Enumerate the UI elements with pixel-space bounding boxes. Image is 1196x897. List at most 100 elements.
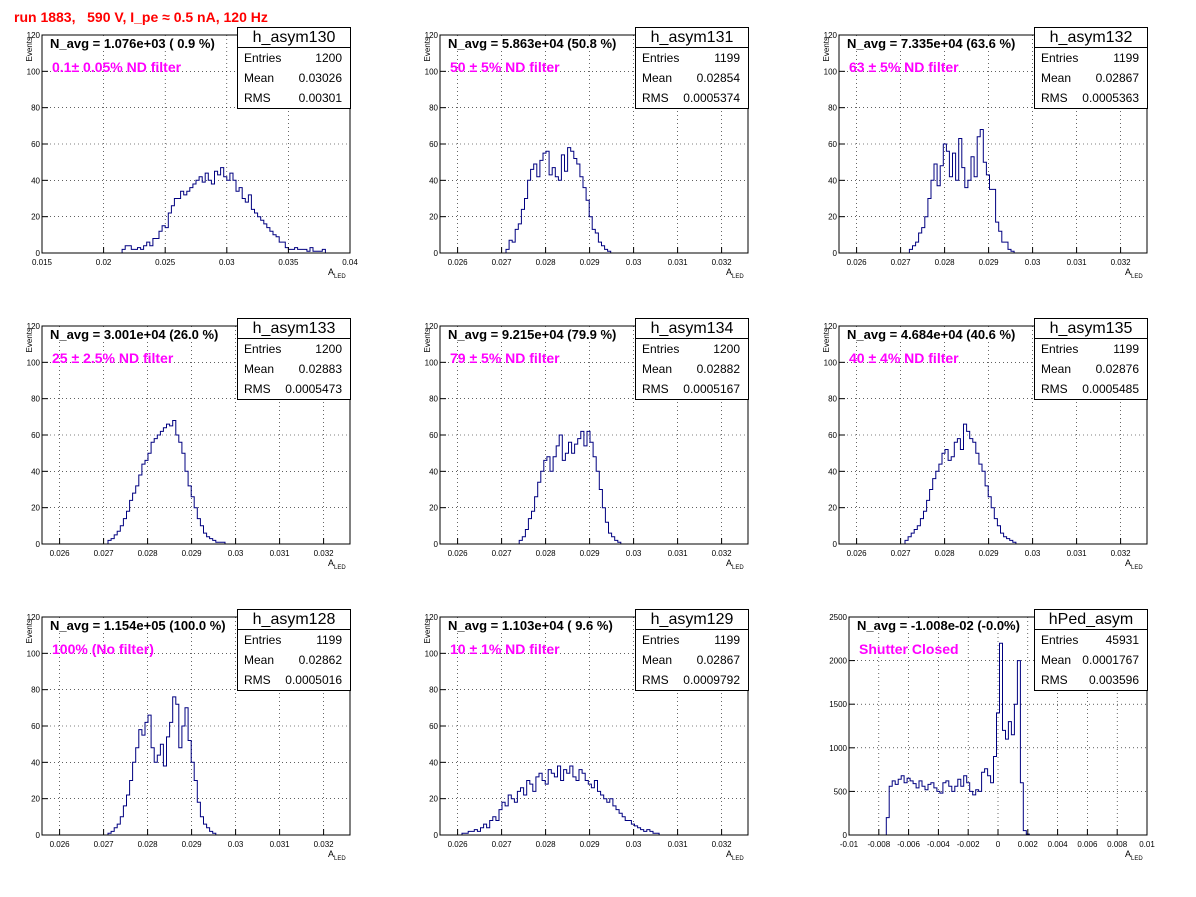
x-axis-label-sub: LED (732, 274, 744, 280)
stats-box: h_asym135 Entries 1199 Mean 0.02876 RMS 0.0005… (1034, 318, 1148, 400)
stats-row-rms: RMS 0.003596 (1035, 670, 1147, 690)
x-tick-label: 0.02 (96, 258, 112, 267)
stats-value-rms: 0.003596 (1088, 673, 1139, 687)
histogram-panel-h_asym128: 0.026 0.027 0.028 0.029 0.03 0.031 0.032 0 20 40 6… (0, 607, 398, 897)
y-tick-label: 40 (828, 467, 837, 476)
page-title: run 1883, 590 V, I_pe ≈ 0.5 nA, 120 Hz (14, 9, 268, 25)
stats-value-rms: 0.0005363 (1082, 91, 1139, 105)
y-tick-label: 40 (31, 176, 40, 185)
stats-row-rms: RMS 0.0005473 (238, 379, 350, 399)
x-axis-label-sub: LED (1131, 565, 1143, 571)
y-tick-label: 100 (425, 649, 439, 658)
x-tick-label: 0.03 (228, 549, 244, 558)
x-tick-label: 0.032 (314, 549, 335, 558)
filter-note: 100% (No filter) (52, 641, 154, 657)
stats-value-entries: 1200 (315, 342, 342, 356)
x-axis-label: ALED (726, 267, 744, 280)
y-tick-label: 120 (425, 31, 439, 40)
stats-histogram-name: h_asym129 (636, 610, 748, 630)
stats-row-mean: Mean 0.02883 (238, 359, 350, 379)
stats-box: h_asym131 Entries 1199 Mean 0.02854 RMS 0.0005… (635, 27, 749, 109)
stats-row-mean: Mean 0.02882 (636, 359, 748, 379)
x-axis-label-main: A (726, 558, 732, 568)
x-axis-label: ALED (726, 558, 744, 571)
histogram-series (885, 642, 1030, 835)
x-tick-label: 0.026 (847, 258, 868, 267)
histogram-panel-h_asym135: 0.026 0.027 0.028 0.029 0.03 0.031 0.032 0 20 40 6… (797, 316, 1195, 606)
x-tick-label: 0.027 (891, 258, 912, 267)
x-tick-label: 0.032 (712, 549, 733, 558)
y-axis-label: Events (25, 328, 34, 352)
stats-value-entries: 1199 (714, 51, 740, 65)
stats-value-mean: 0.02867 (1095, 71, 1139, 85)
stats-value-rms: 0.00301 (298, 91, 342, 105)
filter-note: 40 ± 4% ND filter (849, 350, 959, 366)
n-avg-label: N_avg = 1.076e+03 ( 0.9 %) (48, 36, 217, 51)
y-tick-label: 80 (31, 395, 40, 404)
stats-label-rms: RMS (244, 673, 271, 687)
stats-label-entries: Entries (244, 633, 282, 647)
y-tick-label: 100 (27, 67, 41, 76)
stats-value-entries: 1199 (1113, 51, 1139, 65)
y-tick-label: 100 (27, 649, 41, 658)
stats-box: h_asym130 Entries 1200 Mean 0.03026 RMS 0.0030… (237, 27, 351, 109)
stats-row-entries: Entries 1200 (636, 339, 748, 359)
y-tick-label: 100 (425, 67, 439, 76)
y-tick-label: 0 (36, 249, 41, 258)
stats-label-rms: RMS (244, 91, 271, 105)
x-tick-label: 0.028 (138, 840, 159, 849)
stats-label-mean: Mean (244, 653, 275, 667)
y-tick-label: 60 (429, 722, 438, 731)
stats-value-rms: 0.0005374 (683, 91, 740, 105)
x-tick-label: 0.031 (270, 549, 291, 558)
y-tick-label: 60 (429, 140, 438, 149)
stats-box: h_asym129 Entries 1199 Mean 0.02867 RMS 0.0009… (635, 609, 749, 691)
y-tick-label: 80 (828, 395, 837, 404)
y-tick-label: 0 (36, 540, 41, 549)
x-axis-label-sub: LED (732, 565, 744, 571)
y-tick-label: 0 (434, 831, 439, 840)
stats-row-mean: Mean 0.0001767 (1035, 650, 1147, 670)
y-tick-label: 0 (434, 540, 439, 549)
y-tick-label: 100 (27, 358, 41, 367)
histogram-panel-h_asym130: 0.015 0.02 0.025 0.03 0.035 0.04 0 20 40 60 80 100 1… (0, 25, 398, 315)
stats-histogram-name: h_asym132 (1035, 28, 1147, 48)
x-tick-label: 0.031 (1067, 258, 1088, 267)
stats-box: h_asym133 Entries 1200 Mean 0.02883 RMS 0.0005… (237, 318, 351, 400)
x-tick-label: 0.028 (536, 258, 557, 267)
x-axis-label-main: A (1125, 849, 1131, 859)
x-axis-label: ALED (1125, 558, 1143, 571)
y-tick-label: 60 (31, 431, 40, 440)
stats-label-mean: Mean (1041, 653, 1072, 667)
x-axis-label: ALED (1125, 267, 1143, 280)
x-axis-label-main: A (726, 849, 732, 859)
n-avg-label: N_avg = 7.335e+04 (63.6 %) (845, 36, 1018, 51)
x-tick-label: 0.03 (1025, 258, 1041, 267)
x-axis-label: ALED (328, 267, 346, 280)
stats-value-mean: 0.02883 (298, 362, 342, 376)
x-tick-label: -0.008 (867, 840, 890, 849)
stats-value-rms: 0.0005485 (1082, 382, 1139, 396)
histogram-panel-hPed_asym: -0.01 -0.008 -0.006 -0.004 -0.002 0 0.002 0.004… (797, 607, 1195, 897)
y-tick-label: 120 (425, 613, 439, 622)
stats-row-entries: Entries 1200 (238, 48, 350, 68)
x-axis-label-main: A (726, 267, 732, 277)
stats-row-entries: Entries 1199 (636, 48, 748, 68)
y-tick-label: 20 (429, 213, 438, 222)
y-tick-label: 80 (828, 104, 837, 113)
filter-note: 63 ± 5% ND filter (849, 59, 959, 75)
stats-row-rms: RMS 0.0005485 (1035, 379, 1147, 399)
x-tick-label: 0 (996, 840, 1001, 849)
x-tick-label: 0.03 (228, 840, 244, 849)
stats-label-entries: Entries (642, 633, 680, 647)
stats-label-entries: Entries (642, 51, 680, 65)
y-tick-label: 120 (27, 322, 41, 331)
histogram-panel-h_asym133: 0.026 0.027 0.028 0.029 0.03 0.031 0.032 0 20 40 6… (0, 316, 398, 606)
y-tick-label: 80 (31, 104, 40, 113)
stats-row-rms: RMS 0.0005363 (1035, 88, 1147, 108)
stats-histogram-name: h_asym130 (238, 28, 350, 48)
y-axis-label: Events (423, 328, 432, 352)
stats-label-mean: Mean (244, 362, 275, 376)
y-tick-label: 80 (31, 686, 40, 695)
histogram-panel-h_asym132: 0.026 0.027 0.028 0.029 0.03 0.031 0.032 0 20 40 6… (797, 25, 1195, 315)
